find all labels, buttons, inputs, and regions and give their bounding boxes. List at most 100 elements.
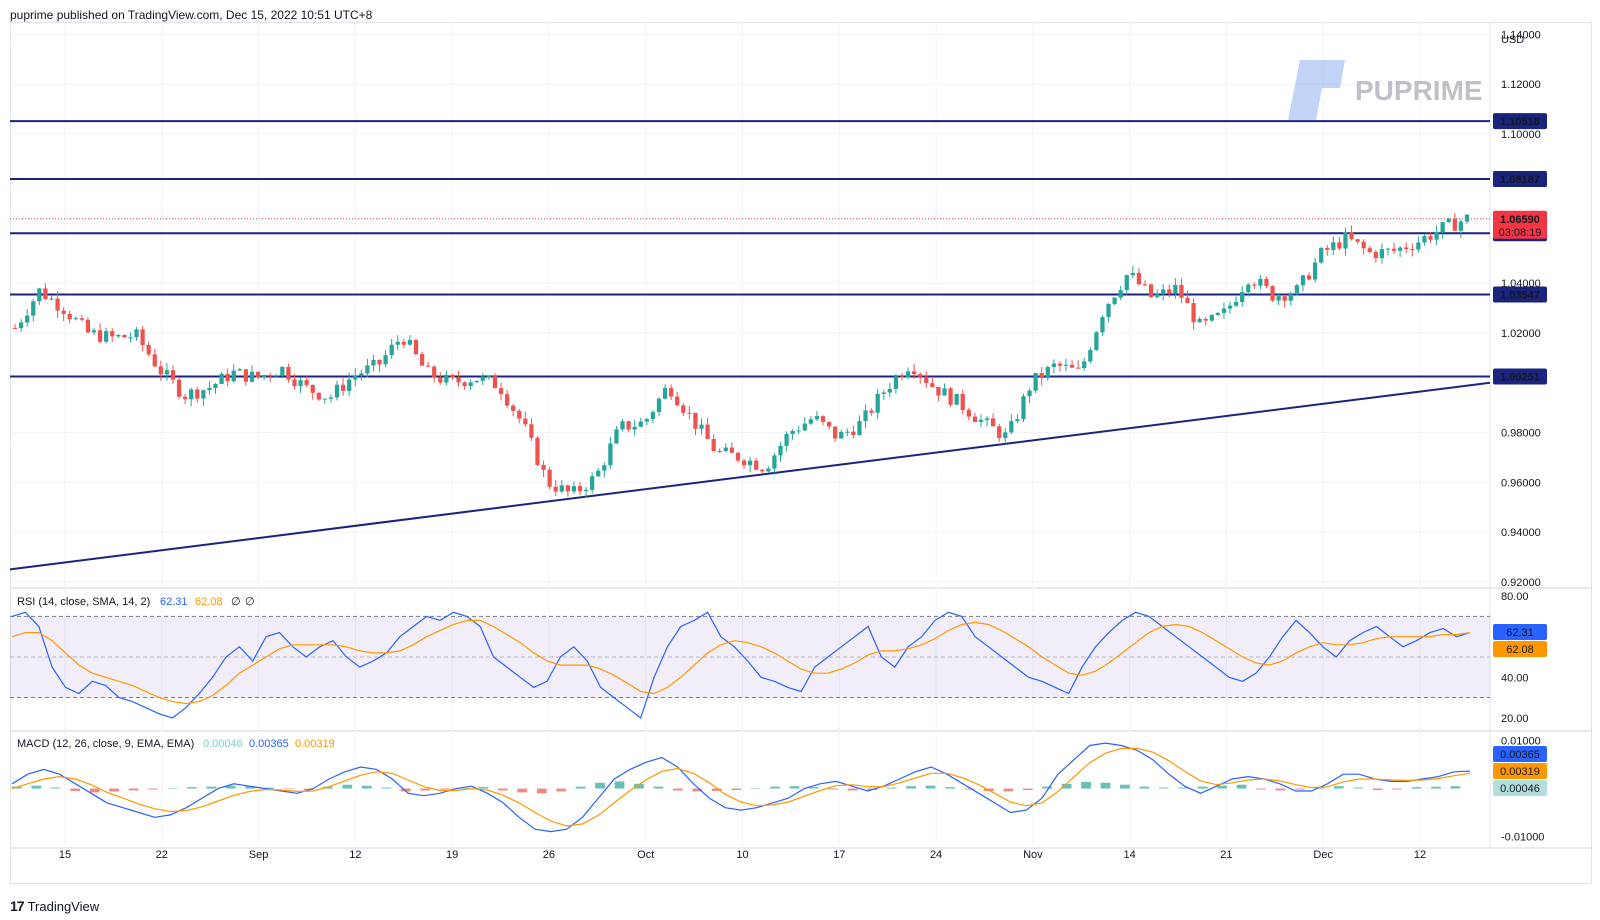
candle-body [553, 486, 558, 492]
candle-body [954, 393, 959, 405]
macd-signal-line [11, 747, 1471, 827]
candle-body [91, 330, 97, 333]
tradingview-logo-icon: 17 [10, 898, 25, 914]
candle-body [1015, 419, 1020, 422]
macd-histogram-bar [439, 788, 450, 790]
chart-canvas[interactable]: PUPRIME 1.105181.081871.060091.035471.00… [0, 0, 1600, 890]
candle-body [1106, 303, 1111, 318]
candle-body [1227, 305, 1233, 309]
candle-body [717, 451, 722, 453]
candle-body [675, 396, 680, 406]
candle-body [371, 359, 376, 366]
candle-body [474, 380, 479, 383]
candle-body [899, 376, 905, 378]
rsi-last-label: 62.31 [1506, 627, 1534, 639]
candle-body [1118, 290, 1123, 298]
macd-histogram-bar [731, 788, 741, 790]
candle-body [18, 322, 24, 329]
macd-histogram-bar [1236, 784, 1247, 789]
candle-body [626, 421, 631, 430]
candle-body [808, 419, 813, 424]
macd-histogram-bar [1197, 786, 1208, 789]
candle-body [839, 432, 844, 439]
candle-body [1027, 390, 1032, 397]
candle-body [340, 384, 346, 391]
price-axis: 1.14000 1.12000 1.10000 1.04000 1.02000 0.980… [1501, 29, 1541, 588]
candle-body [784, 434, 789, 446]
macd-histogram-bar [770, 786, 780, 789]
macd-histogram-bar [1450, 786, 1461, 789]
rsi-sma-value: 62.08 [195, 596, 223, 608]
horizontal-levels: 1.105181.081871.060091.035471.002511.065… [10, 113, 1547, 385]
macd-histogram-bar [361, 785, 372, 789]
candle-body [1446, 218, 1451, 223]
candle-body [462, 382, 467, 387]
candle-body [978, 419, 984, 422]
rsi-tick-label: 80.00 [1501, 591, 1529, 603]
currency-label: USD [1501, 34, 1524, 46]
candle-body [1343, 232, 1348, 249]
candle-body [1373, 252, 1378, 259]
candle-body [893, 376, 899, 389]
candle-body [1252, 284, 1257, 286]
macd-histogram-bar [964, 788, 975, 790]
candle-body [565, 485, 570, 492]
candle-body [401, 341, 406, 345]
macd-histogram-bar [1003, 788, 1014, 792]
candle-body [334, 384, 340, 398]
time-tick-label: 22 [156, 849, 168, 861]
candle-body [419, 354, 425, 366]
candle-body [195, 389, 200, 399]
candle-body [104, 331, 109, 342]
time-tick-label: Oct [637, 849, 654, 861]
watermark-text: PUPRIME [1355, 75, 1483, 106]
candle-body [73, 318, 78, 320]
candle-body [486, 376, 492, 378]
macd-histogram-bar [1158, 787, 1169, 789]
candle-body [1076, 367, 1081, 369]
candle-body [1440, 222, 1445, 233]
macd-hist-last-label: 0.00046 [1500, 783, 1540, 795]
price-tick-label: 1.02000 [1501, 328, 1541, 340]
macd-signal-last-bg [1493, 763, 1547, 779]
candle-body [790, 431, 795, 435]
candle-body [1464, 214, 1470, 222]
candle-body [1033, 372, 1038, 391]
macd-histogram-bar [1139, 786, 1150, 789]
time-tick-label: 14 [1124, 849, 1136, 861]
candle-body [201, 390, 206, 399]
candle-body [1057, 363, 1063, 366]
candle-body [1142, 284, 1148, 286]
candle-body [79, 318, 84, 320]
candle-body [845, 431, 850, 433]
candle-body [170, 370, 176, 380]
candles-group [12, 213, 1470, 498]
candle-body [529, 424, 534, 438]
puprime-watermark: PUPRIME [1288, 60, 1483, 120]
candle-body [274, 375, 279, 377]
price-tick-label: 0.94000 [1501, 527, 1541, 539]
level-label: 1.03547 [1500, 290, 1540, 302]
macd-panel: 0.01000 -0.01000 0.00046 0.00365 0.00319 0.00… [11, 736, 1547, 843]
candle-body [863, 410, 868, 422]
candle-body [1416, 242, 1421, 250]
candle-body [55, 298, 60, 311]
macd-histogram-bar [1120, 784, 1130, 789]
candle-body [541, 464, 546, 470]
tradingview-footer[interactable]: 17 TradingView [10, 898, 99, 914]
macd-value: 0.00365 [249, 738, 289, 750]
candle-body [1312, 262, 1318, 280]
candle-body [620, 421, 625, 430]
candle-body [1112, 297, 1117, 304]
candle-body [1458, 221, 1464, 231]
candle-body [1100, 317, 1105, 333]
candle-body [826, 421, 832, 427]
macd-signal-last-label: 0.00319 [1500, 766, 1540, 778]
candle-body [298, 380, 303, 387]
macd-hist-value: 0.00046 [203, 738, 243, 750]
macd-histogram-bar [1372, 788, 1383, 790]
macd-histogram-bar [225, 785, 236, 789]
candle-body [857, 421, 862, 436]
candle-body [426, 365, 431, 367]
rsi-value: 62.31 [160, 596, 188, 608]
